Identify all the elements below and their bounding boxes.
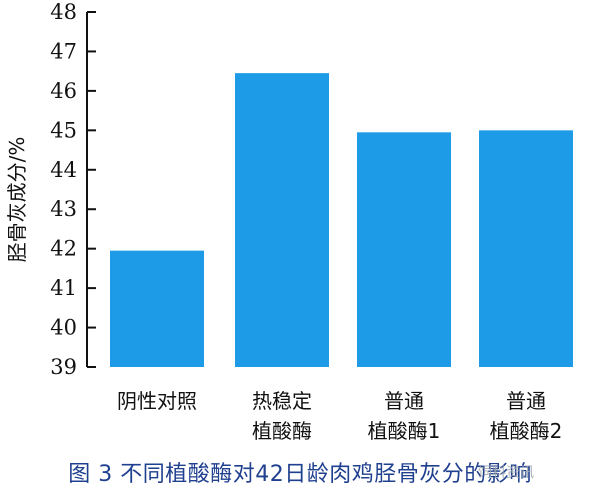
y-tick-label-40: 40	[50, 316, 77, 340]
bar-3	[357, 132, 451, 367]
watermark: 饲料资讯	[478, 465, 534, 481]
y-tick-label-43: 43	[50, 197, 77, 221]
x-category-label-1-line-1: 阴性对照	[117, 389, 197, 413]
x-category-label-4-line-2: 植酸酶2	[490, 419, 563, 443]
y-tick-label-45: 45	[50, 118, 77, 142]
y-tick-label-39: 39	[50, 355, 77, 379]
y-tick-label-42: 42	[50, 237, 77, 261]
bar-4	[479, 130, 573, 367]
bar-1	[110, 250, 204, 367]
y-tick-label-48: 48	[50, 0, 77, 24]
x-category-label-2-line-2: 植酸酶	[252, 419, 312, 443]
x-category-label-4-line-1: 普通	[506, 389, 546, 413]
x-category-label-3-line-2: 植酸酶1	[368, 419, 441, 443]
y-tick-label-46: 46	[50, 79, 77, 103]
y-tick-label-41: 41	[50, 276, 77, 300]
bar-2	[235, 73, 329, 367]
x-category-label-2-line-1: 热稳定	[252, 389, 312, 413]
figure-caption: 图 3 不同植酸酶对42日龄肉鸡胫骨灰分的影响	[68, 462, 532, 487]
bars	[110, 73, 573, 367]
y-axis-title: 胫骨灰成分/%	[5, 137, 29, 263]
x-category-label-3-line-1: 普通	[384, 389, 424, 413]
y-axis: 39 40 41 42 43 44 45 46 47 48	[50, 0, 96, 379]
y-tick-label-44: 44	[50, 158, 77, 182]
y-tick-label-47: 47	[50, 39, 77, 63]
